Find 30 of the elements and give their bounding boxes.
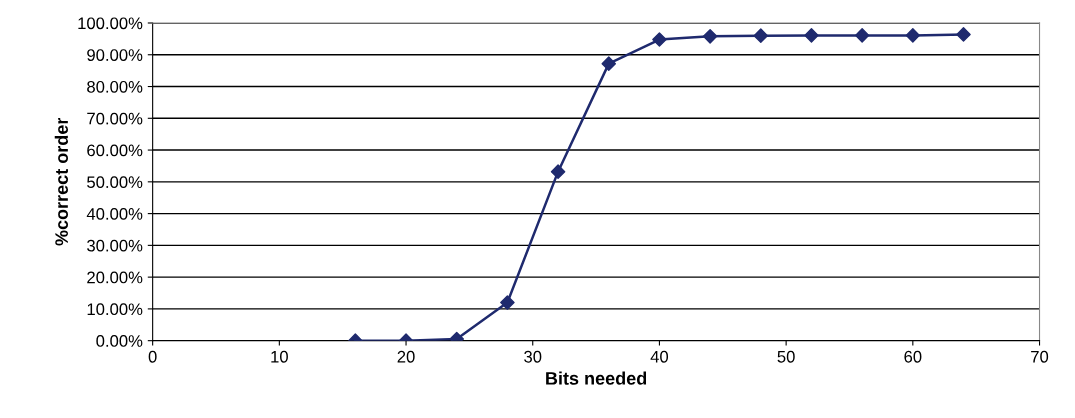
point bbox=[550, 164, 566, 179]
x-tick-label: 50 bbox=[777, 350, 795, 363]
y-tick-label: 50.00% bbox=[87, 176, 143, 189]
x-tick-label: 30 bbox=[524, 350, 542, 363]
y-tick-label: 100.00% bbox=[78, 17, 143, 30]
point bbox=[652, 32, 667, 47]
x-tick-label: 20 bbox=[397, 350, 415, 363]
point bbox=[601, 56, 617, 71]
x-tick-label: 0 bbox=[148, 350, 157, 363]
y-tick-label: 60.00% bbox=[87, 144, 143, 157]
y-tick-label: 20.00% bbox=[87, 271, 143, 284]
y-tick-label: 40.00% bbox=[86, 208, 143, 220]
x-tick-label: 70 bbox=[1031, 350, 1049, 363]
x-tick-label: 40 bbox=[650, 350, 669, 363]
x-tick-label: 60 bbox=[904, 350, 922, 363]
y-axis-title: %correct order bbox=[54, 117, 69, 246]
y-tick-label: 90.00% bbox=[87, 49, 143, 61]
point bbox=[702, 29, 718, 44]
y-tick-label: 10.00% bbox=[87, 303, 143, 316]
point bbox=[753, 28, 769, 43]
point bbox=[804, 28, 819, 43]
y-tick-label: 80.00% bbox=[87, 80, 143, 93]
y-tick-label: 70.00% bbox=[87, 112, 143, 125]
point bbox=[854, 28, 870, 43]
y-tick-label: 0.00% bbox=[96, 335, 143, 347]
x-axis-title: Bits needed bbox=[546, 371, 647, 385]
point bbox=[956, 27, 971, 42]
x-tick-label: 10 bbox=[271, 350, 288, 363]
point bbox=[905, 28, 921, 43]
y-tick-label: 30.00% bbox=[87, 239, 143, 252]
